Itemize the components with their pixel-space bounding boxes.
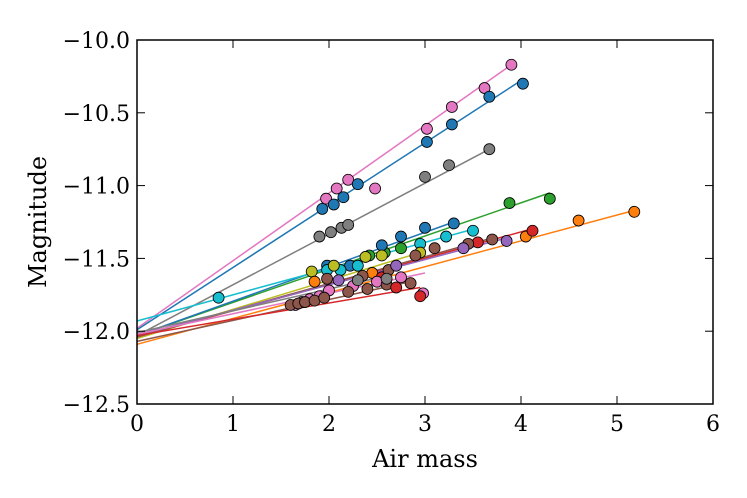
fit-line-red-2 (136, 286, 421, 337)
data-point-gray-1-6 (483, 143, 496, 156)
data-point-brown-1-3 (409, 249, 422, 262)
data-point-orange-1-4 (628, 205, 641, 218)
x-axis-label: Air mass (371, 445, 478, 473)
data-point-purple-1-1 (390, 259, 403, 272)
data-point-blue-1-0 (316, 202, 329, 215)
data-point-brown-2-6 (361, 283, 374, 295)
data-point-gray-1-0 (313, 230, 326, 243)
data-point-pink-1-1 (330, 182, 343, 195)
data-point-brown-2-2 (299, 296, 311, 308)
data-point-gray-2-1 (380, 272, 393, 285)
data-point-olive-1-2 (359, 251, 372, 263)
x-tick-label-0: 0 (130, 412, 144, 437)
data-point-olive-1-0 (305, 265, 318, 278)
data-point-pink-1-5 (445, 101, 458, 113)
data-point-orange-1-0 (308, 275, 321, 288)
data-point-blue-2-2 (375, 239, 388, 252)
data-point-gray-1-3 (342, 219, 355, 231)
data-point-orange-1-3 (572, 214, 585, 227)
data-point-red-1-1 (471, 236, 484, 249)
y-tick-label-0: −12.5 (63, 393, 130, 418)
data-point-red-1-2 (526, 224, 539, 237)
data-point-olive-1-1 (327, 259, 340, 272)
data-point-blue-1-6 (483, 90, 496, 103)
data-point-blue-2-4 (419, 221, 431, 234)
data-point-brown-1-4 (428, 242, 441, 255)
data-point-green-1-4 (543, 192, 556, 205)
y-axis-label: Magnitude (24, 156, 52, 288)
data-point-blue-1-3 (351, 178, 364, 191)
data-point-gray-1-1 (325, 226, 337, 239)
data-point-pink-2-7 (395, 271, 407, 284)
data-point-pink-1-3 (369, 182, 381, 195)
data-point-brown-1-6 (486, 233, 499, 246)
data-point-blue-2-5 (447, 217, 460, 230)
fit-line-purple-1 (136, 237, 507, 337)
data-point-pink-1-2 (342, 173, 355, 186)
x-tick-label-6: 6 (706, 412, 720, 437)
data-point-brown-1-0 (321, 272, 333, 285)
x-tick-label-5: 5 (610, 412, 624, 437)
data-point-blue-2-3 (395, 230, 407, 243)
data-point-brown-2-4 (318, 291, 331, 304)
fit-line-gray-2 (136, 275, 387, 334)
x-tick-label-2: 2 (322, 412, 336, 437)
data-point-blue-1-2 (337, 191, 350, 204)
data-point-blue-1-4 (421, 136, 433, 148)
data-point-green-1-2 (395, 242, 407, 255)
data-point-purple-1-0 (332, 274, 345, 287)
data-point-blue-1-1 (327, 198, 340, 211)
data-point-cyan-1-6 (467, 224, 479, 237)
x-tick-label-4: 4 (514, 412, 528, 437)
data-points-layer (212, 58, 641, 311)
axis-ticks-layer: 0 1 2 3 4 5 6 −12.5 −12.0 −11.5 −11.0 −10.5 −10.0 (63, 29, 720, 437)
y-tick-label-5: −10.0 (63, 29, 130, 54)
data-point-gray-1-5 (443, 159, 455, 172)
data-point-blue-1-7 (517, 77, 529, 90)
data-point-green-1-3 (503, 197, 516, 209)
x-tick-label-1: 1 (226, 412, 240, 437)
data-point-purple-1-3 (500, 235, 513, 247)
data-point-red-2-1 (414, 290, 427, 303)
y-tick-label-2: −11.5 (63, 247, 130, 272)
y-tick-label-3: −11.0 (63, 175, 130, 200)
data-point-blue-1-5 (445, 118, 458, 131)
data-point-brown-2-5 (342, 285, 355, 298)
fit-line-gray-1 (136, 148, 490, 337)
y-tick-label-4: −10.5 (63, 102, 130, 127)
data-point-cyan-1-5 (440, 230, 453, 243)
data-point-red-2-0 (390, 281, 403, 294)
data-point-gray-1-4 (419, 170, 431, 183)
x-tick-label-3: 3 (418, 412, 432, 437)
data-point-brown-2-8 (404, 277, 417, 290)
data-point-pink-1-7 (505, 58, 518, 71)
data-point-purple-1-2 (457, 242, 470, 255)
y-tick-label-1: −12.0 (63, 320, 130, 345)
data-point-cyan-1-0 (212, 291, 225, 304)
data-point-olive-1-3 (375, 249, 388, 262)
fit-lines-layer (136, 64, 635, 346)
data-point-gray-2-0 (351, 274, 364, 287)
data-point-cyan-1-3 (351, 259, 364, 272)
data-point-pink-1-4 (421, 122, 433, 135)
